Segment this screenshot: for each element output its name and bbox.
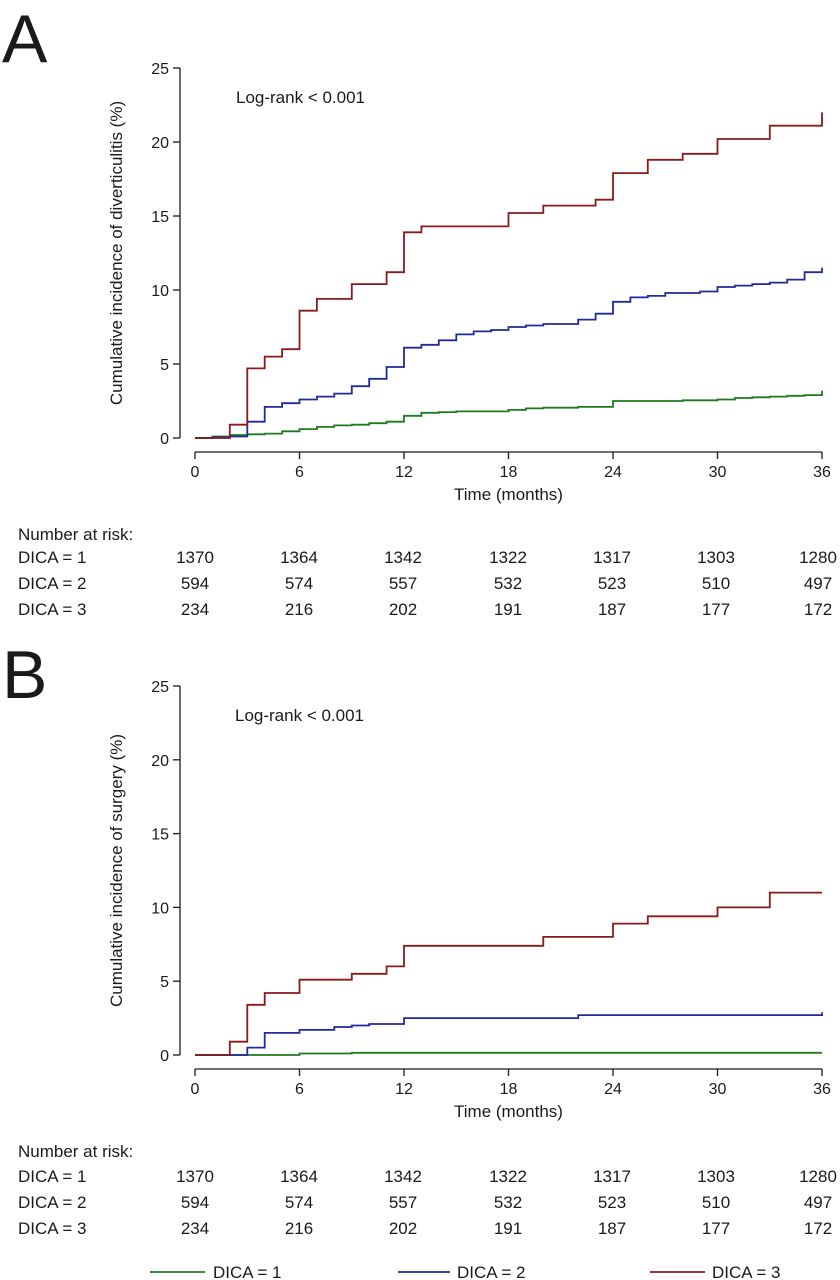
risk-cell: 191	[494, 600, 522, 619]
risk-cell: 1317	[593, 548, 631, 567]
series-line-dica-1	[195, 1051, 822, 1056]
risk-cell: 532	[494, 1193, 522, 1212]
risk-cell: 172	[804, 1219, 832, 1238]
panel-letter-a: A	[2, 1, 48, 77]
x-tick-label: 24	[604, 1081, 622, 1098]
risk-row-label: DICA = 2	[18, 1193, 87, 1212]
risk-cell: 1280	[799, 1167, 837, 1186]
x-tick-label: 0	[191, 464, 200, 481]
y-tick-label: 15	[151, 827, 169, 844]
risk-cell: 1342	[384, 1167, 422, 1186]
risk-cell: 1370	[176, 548, 214, 567]
x-tick-label: 30	[709, 1081, 727, 1098]
x-tick-label: 36	[813, 464, 831, 481]
x-tick-label: 18	[500, 464, 518, 481]
risk-cell: 557	[389, 574, 417, 593]
x-tick-label: 18	[500, 1081, 518, 1098]
risk-row-label: DICA = 1	[18, 1167, 87, 1186]
y-tick-label: 5	[160, 974, 169, 991]
y-tick-label: 20	[151, 135, 169, 152]
log-rank-annotation: Log-rank < 0.001	[236, 88, 365, 107]
risk-cell: 1342	[384, 548, 422, 567]
risk-cell: 191	[494, 1219, 522, 1238]
y-tick-label: 25	[151, 61, 169, 78]
y-axis-label: Cumulative incidence of diverticulitis (…	[107, 101, 126, 405]
risk-cell: 574	[285, 574, 313, 593]
risk-cell: 532	[494, 574, 522, 593]
risk-cell: 202	[389, 1219, 417, 1238]
risk-cell: 594	[181, 574, 209, 593]
risk-cell: 1303	[697, 548, 735, 567]
y-tick-label: 10	[151, 283, 169, 300]
risk-row-label: DICA = 2	[18, 574, 87, 593]
risk-cell: 216	[285, 1219, 313, 1238]
x-tick-label: 6	[295, 464, 304, 481]
risk-cell: 1364	[280, 548, 318, 567]
y-tick-label: 0	[160, 431, 169, 448]
x-tick-label: 6	[295, 1081, 304, 1098]
risk-cell: 594	[181, 1193, 209, 1212]
risk-cell: 234	[181, 600, 209, 619]
y-tick-label: 20	[151, 753, 169, 770]
series-line-dica-2	[195, 267, 823, 439]
y-tick-label: 5	[160, 357, 169, 374]
legend-label-dica-3: DICA = 3	[712, 1263, 781, 1280]
risk-cell: 187	[598, 1219, 626, 1238]
risk-cell: 234	[181, 1219, 209, 1238]
risk-cell: 1303	[697, 1167, 735, 1186]
y-tick-label: 25	[151, 679, 169, 696]
risk-cell: 510	[702, 574, 730, 593]
y-tick-label: 0	[160, 1048, 169, 1065]
x-tick-label: 30	[709, 464, 727, 481]
risk-cell: 1370	[176, 1167, 214, 1186]
x-tick-label: 24	[604, 464, 622, 481]
risk-cell: 1317	[593, 1167, 631, 1186]
x-axis-label: Time (months)	[454, 485, 563, 504]
risk-table-title: Number at risk:	[18, 1142, 133, 1161]
risk-cell: 510	[702, 1193, 730, 1212]
legend-label-dica-1: DICA = 1	[213, 1263, 282, 1280]
y-axis-label: Cumulative incidence of surgery (%)	[107, 734, 126, 1007]
series-line-dica-3	[195, 891, 822, 1056]
risk-cell: 497	[804, 574, 832, 593]
series-line-dica-2	[195, 1012, 823, 1056]
x-tick-label: 36	[813, 1081, 831, 1098]
risk-row-label: DICA = 1	[18, 548, 87, 567]
log-rank-annotation: Log-rank < 0.001	[235, 706, 364, 725]
risk-cell: 177	[702, 600, 730, 619]
risk-cell: 177	[702, 1219, 730, 1238]
risk-cell: 187	[598, 600, 626, 619]
risk-cell: 1364	[280, 1167, 318, 1186]
x-tick-label: 12	[395, 464, 413, 481]
risk-cell: 523	[598, 1193, 626, 1212]
risk-cell: 557	[389, 1193, 417, 1212]
risk-cell: 497	[804, 1193, 832, 1212]
risk-cell: 216	[285, 600, 313, 619]
y-tick-label: 15	[151, 209, 169, 226]
risk-cell: 1322	[489, 1167, 527, 1186]
risk-row-label: DICA = 3	[18, 600, 87, 619]
x-tick-label: 0	[191, 1081, 200, 1098]
y-tick-label: 10	[151, 900, 169, 917]
risk-cell: 574	[285, 1193, 313, 1212]
x-tick-label: 12	[395, 1081, 413, 1098]
risk-cell: 202	[389, 600, 417, 619]
risk-table-title: Number at risk:	[18, 525, 133, 544]
risk-cell: 172	[804, 600, 832, 619]
x-axis-label: Time (months)	[454, 1102, 563, 1121]
legend-label-dica-2: DICA = 2	[457, 1263, 526, 1280]
series-line-dica-3	[195, 112, 823, 439]
risk-row-label: DICA = 3	[18, 1219, 87, 1238]
risk-cell: 1322	[489, 548, 527, 567]
panel-letter-b: B	[2, 637, 47, 713]
risk-cell: 523	[598, 574, 626, 593]
risk-cell: 1280	[799, 548, 837, 567]
series-line-dica-1	[195, 390, 823, 439]
